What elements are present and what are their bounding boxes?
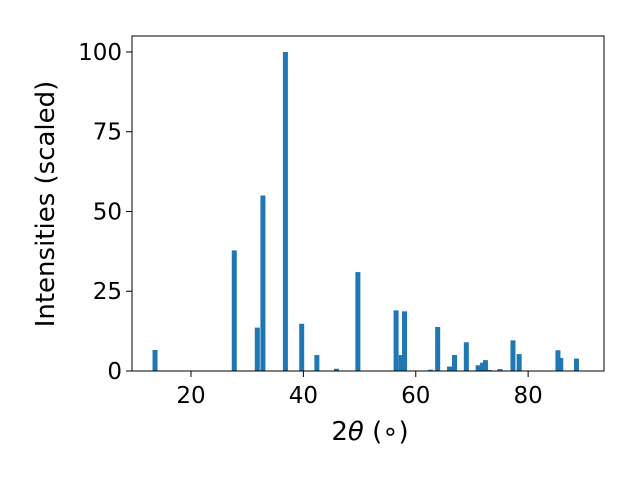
y-axis-label: Intensities (scaled) bbox=[31, 81, 61, 328]
x-axis-label-main: 2 bbox=[331, 417, 348, 447]
plot-frame bbox=[131, 35, 605, 372]
bar bbox=[510, 340, 516, 371]
bar bbox=[497, 369, 503, 371]
bar bbox=[393, 310, 399, 371]
bar bbox=[555, 350, 561, 371]
x-tick-label: 40 bbox=[289, 383, 318, 409]
y-tick-label: 100 bbox=[78, 40, 122, 66]
y-tick-label: 25 bbox=[93, 279, 122, 305]
bar bbox=[558, 357, 564, 371]
bar bbox=[334, 368, 340, 371]
bar bbox=[355, 272, 361, 371]
y-tick-label: 75 bbox=[93, 120, 122, 146]
x-tick-label: 80 bbox=[514, 383, 543, 409]
bar bbox=[398, 355, 404, 371]
bar bbox=[435, 326, 441, 371]
bar bbox=[152, 349, 158, 371]
bar bbox=[516, 354, 522, 371]
bar bbox=[452, 355, 458, 371]
bar bbox=[260, 195, 266, 371]
bar bbox=[427, 369, 433, 371]
bars-layer bbox=[152, 51, 579, 371]
bar bbox=[482, 360, 488, 371]
bar bbox=[314, 355, 320, 371]
x-axis-label-unit: (∘) bbox=[364, 417, 409, 447]
bar bbox=[480, 362, 486, 371]
bar bbox=[254, 327, 260, 371]
y-tick-label: 50 bbox=[93, 199, 122, 225]
bar bbox=[475, 365, 481, 371]
bar bbox=[282, 51, 288, 371]
bar bbox=[446, 366, 452, 371]
bar bbox=[231, 250, 237, 371]
x-axis-ticks: 20 40 60 80 bbox=[176, 371, 543, 409]
x-tick-label: 20 bbox=[176, 383, 205, 409]
x-tick-label: 60 bbox=[401, 383, 430, 409]
x-axis-label-symbol: θ bbox=[348, 417, 364, 447]
y-axis-ticks: 0 25 50 75 100 bbox=[78, 40, 132, 385]
bar bbox=[573, 358, 579, 371]
bar bbox=[402, 311, 408, 371]
bar bbox=[299, 323, 305, 371]
y-tick-label: 0 bbox=[107, 359, 122, 385]
x-axis-label: 2θ (∘) bbox=[331, 417, 408, 447]
bar bbox=[463, 342, 469, 371]
